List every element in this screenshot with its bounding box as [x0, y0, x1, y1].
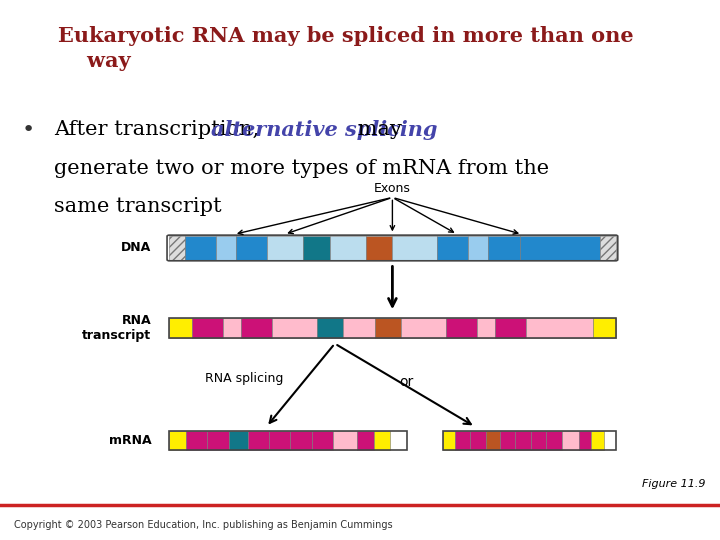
Bar	[516, 431, 531, 450]
Text: •: •	[22, 120, 35, 140]
Bar	[207, 431, 229, 450]
Bar	[446, 318, 477, 338]
Bar	[562, 431, 580, 450]
Text: Exons: Exons	[374, 183, 411, 195]
Bar	[169, 431, 407, 450]
Text: same transcript: same transcript	[54, 198, 222, 217]
Bar	[330, 237, 366, 260]
Bar	[290, 431, 312, 450]
Bar	[169, 237, 185, 260]
Bar	[248, 431, 269, 450]
Bar	[488, 237, 520, 260]
Bar	[591, 431, 603, 450]
Bar	[520, 237, 600, 260]
Bar	[222, 318, 240, 338]
Bar	[357, 431, 374, 450]
Bar	[546, 431, 562, 450]
Bar	[470, 431, 486, 450]
Bar	[185, 237, 216, 260]
Text: or: or	[400, 375, 414, 389]
Bar	[531, 431, 546, 450]
Text: DNA: DNA	[121, 241, 151, 254]
Bar	[303, 237, 330, 260]
Bar	[333, 431, 357, 450]
Bar	[366, 237, 392, 260]
Bar	[269, 431, 290, 450]
Bar	[236, 237, 267, 260]
Bar	[272, 318, 317, 338]
Bar	[495, 318, 526, 338]
Bar	[240, 318, 272, 338]
Bar	[192, 318, 222, 338]
Bar	[526, 318, 593, 338]
Bar	[468, 237, 488, 260]
Text: Eukaryotic RNA may be spliced in more than one
    way: Eukaryotic RNA may be spliced in more th…	[58, 26, 633, 71]
Text: Copyright © 2003 Pearson Education, Inc. publishing as Benjamin Cummings: Copyright © 2003 Pearson Education, Inc.…	[14, 520, 393, 530]
Bar	[317, 318, 343, 338]
Bar	[477, 318, 495, 338]
Bar	[374, 318, 401, 338]
Text: alternative splicing: alternative splicing	[211, 120, 438, 140]
Text: Figure 11.9: Figure 11.9	[642, 479, 706, 489]
Bar	[312, 431, 333, 450]
Bar	[455, 431, 470, 450]
Bar	[392, 237, 437, 260]
Bar	[443, 431, 455, 450]
Bar	[593, 318, 616, 338]
Bar	[486, 431, 500, 450]
Text: After transcription,: After transcription,	[54, 120, 266, 139]
Text: generate two or more types of mRNA from the: generate two or more types of mRNA from …	[54, 159, 549, 178]
Bar	[343, 318, 374, 338]
Text: may: may	[351, 120, 402, 139]
Bar	[169, 318, 616, 338]
Bar	[580, 431, 591, 450]
Bar	[500, 431, 516, 450]
Text: RNA splicing: RNA splicing	[205, 372, 284, 384]
Bar	[229, 431, 248, 450]
Bar	[216, 237, 236, 260]
Bar	[374, 431, 390, 450]
Bar	[600, 237, 616, 260]
Bar	[169, 318, 192, 338]
Bar	[437, 237, 468, 260]
Text: mRNA: mRNA	[109, 434, 151, 447]
Bar	[267, 237, 303, 260]
Bar	[401, 318, 446, 338]
Bar	[186, 431, 207, 450]
Bar	[443, 431, 616, 450]
Text: RNA
transcript: RNA transcript	[82, 314, 151, 342]
Bar	[169, 431, 186, 450]
